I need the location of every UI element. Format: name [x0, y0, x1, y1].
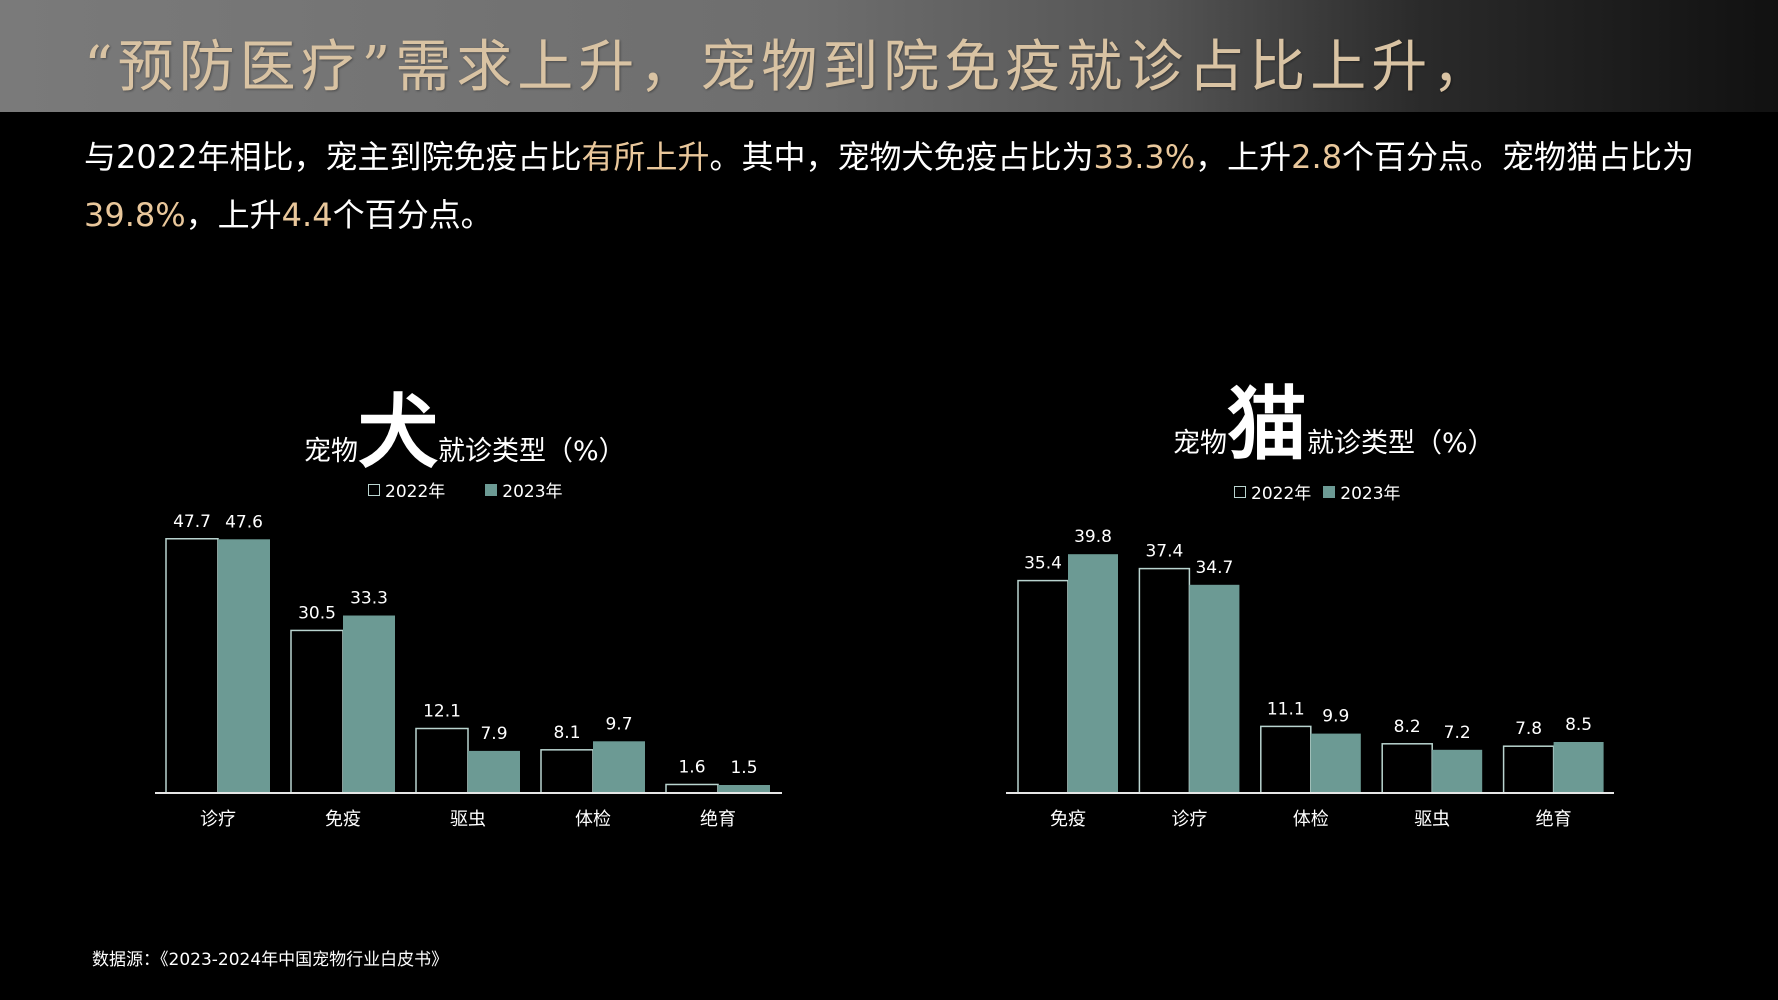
cat-title-prefix: 宠物 — [1173, 428, 1227, 459]
bar-2023 — [1432, 749, 1483, 793]
legend-swatch-2022 — [368, 483, 380, 496]
summary-part: 个百分点。宠物猫占比为 — [1342, 138, 1695, 176]
category-label: 驱虫 — [1414, 809, 1450, 830]
summary-highlight: 2.8 — [1291, 138, 1343, 176]
dog-title-emphasis: 犬 — [358, 386, 438, 479]
category-label: 免疫 — [1050, 809, 1086, 830]
data-label-2022: 11.1 — [1267, 699, 1305, 719]
legend-item-2022: 2022年 — [368, 477, 445, 502]
category-label: 诊疗 — [200, 809, 236, 830]
bar-2022 — [290, 629, 344, 794]
bar-2023 — [1310, 733, 1361, 793]
data-label-2022: 12.1 — [423, 702, 461, 722]
cat-bar-chart: 35.4 39.8 免疫 37.4 34.7 诊疗 11.1 9.9 体检 8.2 7.2 驱虫 7.8… — [1006, 527, 1614, 830]
data-label-2022: 30.5 — [298, 603, 336, 623]
bar-2023 — [1189, 584, 1240, 793]
legend-label: 2023年 — [502, 482, 563, 502]
bar-2023 — [468, 750, 520, 793]
title-bar: “预防医疗”需求上升，宠物到院免疫就诊占比上升， — [0, 0, 1778, 112]
data-label-2023: 34.7 — [1195, 558, 1233, 578]
summary-highlight: 39.8% — [84, 196, 186, 234]
summary-part: 个百分点。 — [332, 196, 493, 234]
data-label-2023: 33.3 — [350, 589, 388, 609]
data-label-2022: 8.2 — [1394, 717, 1421, 737]
category-label: 诊疗 — [1171, 809, 1207, 830]
data-label-2023: 8.5 — [1565, 715, 1592, 735]
cat-chart-title: 宠物猫就诊类型（%） — [1173, 360, 1495, 476]
data-label-2023: 9.9 — [1322, 707, 1349, 727]
summary-part: ，上升 — [1195, 138, 1292, 176]
bar-2022 — [415, 727, 469, 794]
dog-title-prefix: 宠物 — [304, 436, 358, 467]
bar-2022 — [1017, 579, 1069, 794]
legend-swatch-2023 — [1323, 485, 1336, 498]
legend-swatch-2022 — [1234, 485, 1246, 498]
data-label-2022: 47.7 — [173, 512, 211, 532]
category-label: 免疫 — [325, 809, 361, 830]
dog-legend: 2022年 2023年 — [368, 477, 603, 502]
data-label-2023: 9.7 — [605, 714, 632, 734]
bar-2023 — [343, 615, 395, 793]
data-label-2023: 1.5 — [730, 758, 757, 778]
cat-title-suffix: 就诊类型（%） — [1307, 428, 1495, 459]
summary-highlight: 有所上升 — [581, 138, 710, 176]
legend-label: 2023年 — [1340, 484, 1401, 504]
bar-2022 — [165, 538, 219, 794]
cat-title-emphasis: 猫 — [1227, 378, 1307, 471]
page-title: “预防医疗”需求上升，宠物到院免疫就诊占比上升， — [84, 35, 1494, 100]
bar-2023 — [593, 741, 645, 793]
category-label: 驱虫 — [450, 809, 486, 830]
cat-legend: 2022年 2023年 — [1234, 479, 1441, 504]
bar-2023 — [1553, 742, 1604, 793]
legend-label: 2022年 — [385, 482, 446, 502]
bar-2022 — [1381, 743, 1433, 794]
data-label-2022: 8.1 — [553, 723, 580, 743]
data-label-2022: 37.4 — [1145, 542, 1183, 562]
dog-chart-title: 宠物犬就诊类型（%） — [304, 368, 626, 484]
data-label-2023: 7.2 — [1444, 723, 1471, 743]
bar-2022 — [665, 783, 719, 794]
summary-highlight: 33.3% — [1093, 138, 1196, 176]
bar-2022 — [1502, 745, 1555, 794]
data-label-2022: 1.6 — [678, 757, 705, 777]
category-label: 绝育 — [700, 809, 736, 830]
summary-part: ，上升 — [185, 196, 282, 234]
bar-2023 — [718, 785, 770, 793]
bar-2022 — [1260, 725, 1312, 794]
bar-2022 — [540, 749, 594, 794]
category-label: 体检 — [1293, 809, 1329, 830]
bar-2023 — [218, 539, 270, 793]
bar-2023 — [1068, 554, 1118, 793]
dog-bar-chart: 47.7 47.6 诊疗 30.5 33.3 免疫 12.1 7.9 驱虫 8.1 9.7 体检 1.6… — [155, 512, 782, 830]
data-label-2022: 7.8 — [1515, 719, 1542, 739]
legend-item-2023: 2023年 — [485, 477, 563, 502]
data-source-note: 数据源：《2023-2024年中国宠物行业白皮书》 — [92, 950, 449, 970]
legend-label: 2022年 — [1251, 484, 1312, 504]
data-label-2023: 39.8 — [1074, 527, 1112, 547]
legend-swatch-2023 — [485, 483, 498, 496]
data-label-2023: 7.9 — [480, 724, 507, 744]
legend-item-2022: 2022年 — [1234, 479, 1311, 504]
summary-highlight: 4.4 — [281, 196, 333, 234]
category-label: 绝育 — [1536, 809, 1572, 830]
summary-part: 。其中，宠物犬免疫占比为 — [709, 138, 1094, 176]
summary-text: 与2022年相比，宠主到院免疫占比有所上升。其中，宠物犬免疫占比为33.3%，上… — [84, 128, 1704, 244]
bar-2022 — [1138, 567, 1191, 794]
summary-part: 与2022年相比，宠主到院免疫占比 — [84, 138, 582, 176]
dog-title-suffix: 就诊类型（%） — [438, 436, 626, 467]
data-label-2022: 35.4 — [1024, 554, 1062, 574]
legend-item-2023: 2023年 — [1323, 479, 1401, 504]
data-label-2023: 47.6 — [225, 512, 263, 532]
category-label: 体检 — [575, 809, 611, 830]
